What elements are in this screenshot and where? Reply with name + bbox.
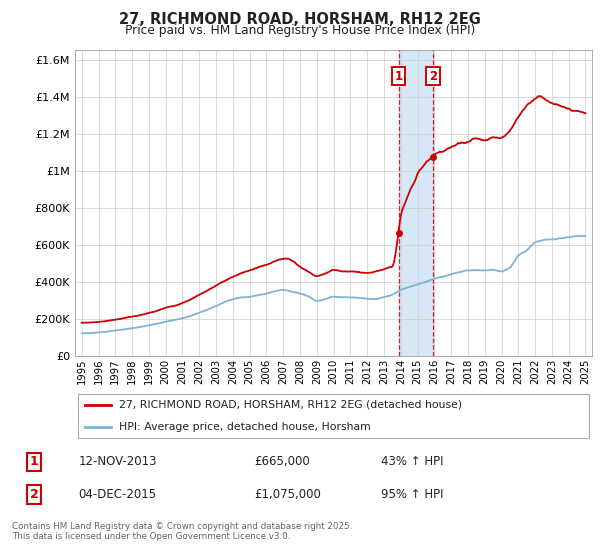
- Text: 95% ↑ HPI: 95% ↑ HPI: [380, 488, 443, 501]
- Text: 27, RICHMOND ROAD, HORSHAM, RH12 2EG: 27, RICHMOND ROAD, HORSHAM, RH12 2EG: [119, 12, 481, 27]
- Text: £665,000: £665,000: [254, 455, 310, 469]
- Text: 2: 2: [29, 488, 38, 501]
- Text: Contains HM Land Registry data © Crown copyright and database right 2025.
This d: Contains HM Land Registry data © Crown c…: [12, 522, 352, 542]
- Text: Price paid vs. HM Land Registry's House Price Index (HPI): Price paid vs. HM Land Registry's House …: [125, 24, 475, 37]
- Text: £1,075,000: £1,075,000: [254, 488, 321, 501]
- FancyBboxPatch shape: [77, 394, 589, 438]
- Text: 27, RICHMOND ROAD, HORSHAM, RH12 2EG (detached house): 27, RICHMOND ROAD, HORSHAM, RH12 2EG (de…: [119, 400, 462, 410]
- Text: 2: 2: [429, 70, 437, 83]
- Text: 12-NOV-2013: 12-NOV-2013: [78, 455, 157, 469]
- Text: 04-DEC-2015: 04-DEC-2015: [78, 488, 157, 501]
- Bar: [398, 50, 433, 356]
- Text: 1: 1: [395, 70, 403, 83]
- Text: 1: 1: [29, 455, 38, 469]
- Text: 43% ↑ HPI: 43% ↑ HPI: [380, 455, 443, 469]
- Text: HPI: Average price, detached house, Horsham: HPI: Average price, detached house, Hors…: [119, 422, 371, 432]
